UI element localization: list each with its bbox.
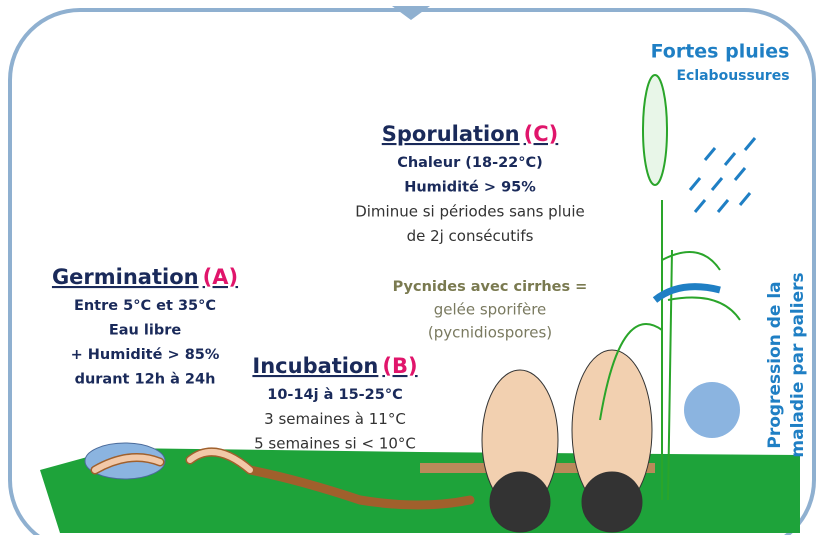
- stage-note: 5 semaines si < 10°C: [254, 435, 416, 453]
- page: Fortes pluies Eclaboussures Pycnides ave…: [0, 0, 825, 535]
- pycnides-title: Pycnides avec cirrhes =: [393, 279, 588, 295]
- pycnides-line: (pycnidiospores): [428, 324, 552, 342]
- stage-condition: Entre 5°C et 35°C: [74, 298, 216, 314]
- progression-line: Progression de la: [765, 281, 785, 448]
- stage-letter: (A): [203, 265, 238, 289]
- stage-condition: 10-14j à 15-25°C: [267, 387, 403, 403]
- stage-note: Diminue si périodes sans pluie: [355, 203, 585, 221]
- stage-title: Incubation(B): [252, 354, 417, 378]
- stage-title: Sporulation(C): [382, 122, 558, 146]
- stage-title: Germination(A): [52, 265, 238, 289]
- diagram: Fortes pluies Eclaboussures Pycnides ave…: [0, 0, 825, 535]
- rain-title: Fortes pluies: [651, 41, 790, 63]
- stage-condition: Eau libre: [109, 323, 182, 339]
- stage-condition: Chaleur (18-22°C): [397, 155, 543, 171]
- rain-subtitle: Eclaboussures: [676, 68, 789, 84]
- stage-condition: + Humidité > 85%: [71, 347, 220, 363]
- stage-note: 3 semaines à 11°C: [264, 410, 406, 428]
- progression: Progression de la maladie par paliers: [765, 272, 808, 457]
- stage-condition: durant 12h à 24h: [75, 372, 216, 388]
- stage-name: Germination: [52, 265, 199, 289]
- pycnides-line: gelée sporifère: [434, 301, 547, 319]
- progression-line: maladie par paliers: [788, 272, 808, 457]
- stage-name: Sporulation: [382, 122, 520, 146]
- stage-note: de 2j consécutifs: [407, 227, 534, 245]
- splash: [684, 382, 740, 438]
- stage-name: Incubation: [252, 354, 378, 378]
- stage-condition: Humidité > 95%: [404, 180, 536, 196]
- arrow-in: [392, 6, 430, 20]
- stage-letter: (C): [524, 122, 559, 146]
- stage-letter: (B): [382, 354, 417, 378]
- rain: [690, 138, 755, 212]
